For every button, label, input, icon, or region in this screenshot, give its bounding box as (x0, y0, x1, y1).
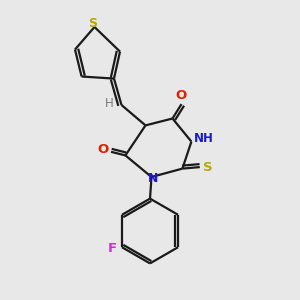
Text: S: S (203, 160, 213, 174)
Text: N: N (148, 172, 158, 185)
Text: H: H (104, 97, 113, 110)
Text: F: F (108, 242, 117, 255)
Text: S: S (88, 17, 98, 30)
Text: O: O (176, 89, 187, 102)
Text: O: O (97, 143, 109, 156)
Text: NH: NH (194, 132, 214, 145)
